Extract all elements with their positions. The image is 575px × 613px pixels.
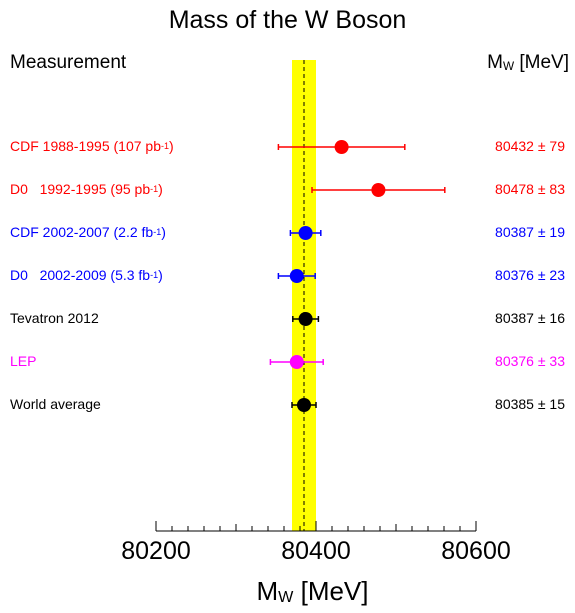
mass-header-unit: [MeV] (519, 52, 569, 73)
measurement-value: 80387 ± 16 (495, 310, 565, 326)
measurement-label-text: CDF 1988-1995 (107 pb (10, 138, 161, 154)
measurement-label: D0 2002-2009 (5.3 fb-1) (10, 267, 163, 285)
measurement-label: Tevatron 2012 (10, 310, 99, 326)
measurement-label: CDF 1988-1995 (107 pb-1) (10, 138, 174, 156)
measurement-label-close: ) (158, 181, 163, 197)
data-point (298, 312, 313, 326)
measurement-label-exponent: -1 (161, 141, 170, 151)
data-point (298, 226, 313, 240)
measurement-label-text: D0 1992-1995 (95 pb (10, 181, 151, 197)
mass-header-symbol: M (487, 52, 503, 73)
measurement-value: 80385 ± 15 (495, 396, 565, 412)
measurement-value: 80478 ± 83 (495, 181, 565, 197)
x-axis-label-unit: [MeV] (300, 576, 369, 606)
data-point (289, 355, 304, 369)
measurement-label-text: CDF 2002-2007 (2.2 fb (10, 224, 154, 240)
x-axis-label-symbol: M (256, 576, 279, 606)
measurement-label-text: World average (10, 396, 101, 412)
measurement-value: 80432 ± 79 (495, 138, 565, 154)
measurement-label: CDF 2002-2007 (2.2 fb-1) (10, 224, 166, 242)
x-tick-label: 80400 (281, 537, 351, 565)
measurement-label-text: Tevatron 2012 (10, 310, 99, 326)
measurement-label: World average (10, 396, 101, 412)
x-tick-label: 80600 (441, 537, 511, 565)
measurement-label: LEP (10, 353, 36, 369)
x-axis-label-subscript: W (278, 588, 294, 606)
measurement-value: 80376 ± 33 (495, 353, 565, 369)
mass-header: MW [MeV] (487, 52, 569, 76)
data-point (289, 269, 304, 283)
measurement-label-close: ) (169, 138, 174, 154)
data-point (334, 140, 349, 154)
data-point (371, 183, 386, 197)
measurement-label-exponent: -1 (150, 184, 159, 194)
x-tick-label: 80200 (121, 537, 191, 565)
measurement-label-text: LEP (10, 353, 37, 369)
measurement-label-close: ) (161, 224, 166, 240)
x-axis-label: MW [MeV] (0, 576, 575, 610)
measurement-value: 80376 ± 23 (495, 267, 565, 283)
measurement-label-close: ) (158, 267, 163, 283)
mass-header-subscript: W (502, 60, 515, 73)
measurement-label: D0 1992-1995 (95 pb-1) (10, 181, 163, 199)
measurement-value: 80387 ± 19 (495, 224, 565, 240)
measurement-label-exponent: -1 (150, 270, 159, 280)
data-point (297, 398, 311, 412)
measurement-header: Measurement (10, 52, 127, 73)
chart-title: Mass of the W Boson (168, 6, 407, 34)
measurement-label-text: D0 2002-2009 (5.3 fb (10, 267, 151, 283)
measurement-label-exponent: -1 (153, 227, 162, 237)
